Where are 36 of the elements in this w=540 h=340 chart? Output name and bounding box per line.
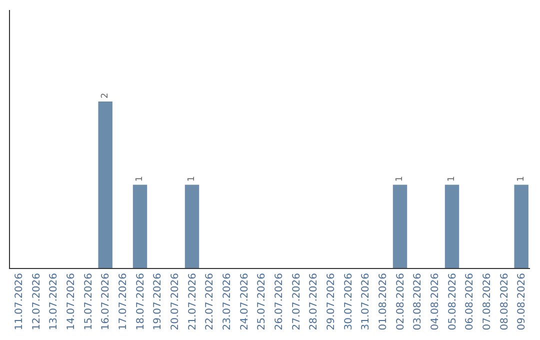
x-tick-label: 15.07.2026 xyxy=(83,273,94,330)
x-tick-label: 28.07.2026 xyxy=(308,273,320,330)
x-tick-label: 25.07.2026 xyxy=(256,273,268,330)
x-tick-label: 17.07.2026 xyxy=(118,273,129,330)
data-label: 1 xyxy=(135,176,145,182)
x-tick-label: 01.08.2026 xyxy=(378,273,389,330)
data-label: 1 xyxy=(187,176,197,182)
x-tick-label: 04.08.2026 xyxy=(430,273,441,330)
data-label: 1 xyxy=(447,176,457,182)
x-tick-label: 06.08.2026 xyxy=(464,273,476,330)
x-tick-label: 08.08.2026 xyxy=(499,273,510,330)
x-tick-label: 12.07.2026 xyxy=(31,273,42,330)
x-tick-label: 20.07.2026 xyxy=(170,273,181,330)
x-tick-label: 11.07.2026 xyxy=(14,273,25,330)
x-tick-label: 26.07.2026 xyxy=(274,273,285,330)
x-tick-label: 02.08.2026 xyxy=(395,273,406,330)
x-tick-label: 21.07.2026 xyxy=(187,273,198,330)
x-tick-label: 16.07.2026 xyxy=(100,273,112,330)
x-tick-label: 07.08.2026 xyxy=(482,273,493,330)
data-label: 1 xyxy=(395,176,405,182)
x-tick-label: 19.07.2026 xyxy=(152,273,164,330)
x-tick-label: 18.07.2026 xyxy=(135,273,146,330)
x-tick-label: 03.08.2026 xyxy=(412,273,424,330)
x-tick-label: 05.08.2026 xyxy=(447,273,458,330)
x-tick-label: 31.07.2026 xyxy=(360,273,372,330)
x-tick-label: 30.07.2026 xyxy=(343,273,354,330)
x-tick-label: 13.07.2026 xyxy=(48,273,60,330)
x-tick-label: 09.08.2026 xyxy=(516,273,528,330)
x-tick-label: 29.07.2026 xyxy=(326,273,337,330)
x-tick-label: 14.07.2026 xyxy=(66,273,77,330)
data-label: 2 xyxy=(100,92,110,99)
x-tick-label: 23.07.2026 xyxy=(222,273,233,330)
x-tick-label: 22.07.2026 xyxy=(204,273,216,330)
x-tick-label: 24.07.2026 xyxy=(239,273,250,330)
data-label: 1 xyxy=(516,176,526,182)
x-tick-label: 27.07.2026 xyxy=(291,273,302,330)
